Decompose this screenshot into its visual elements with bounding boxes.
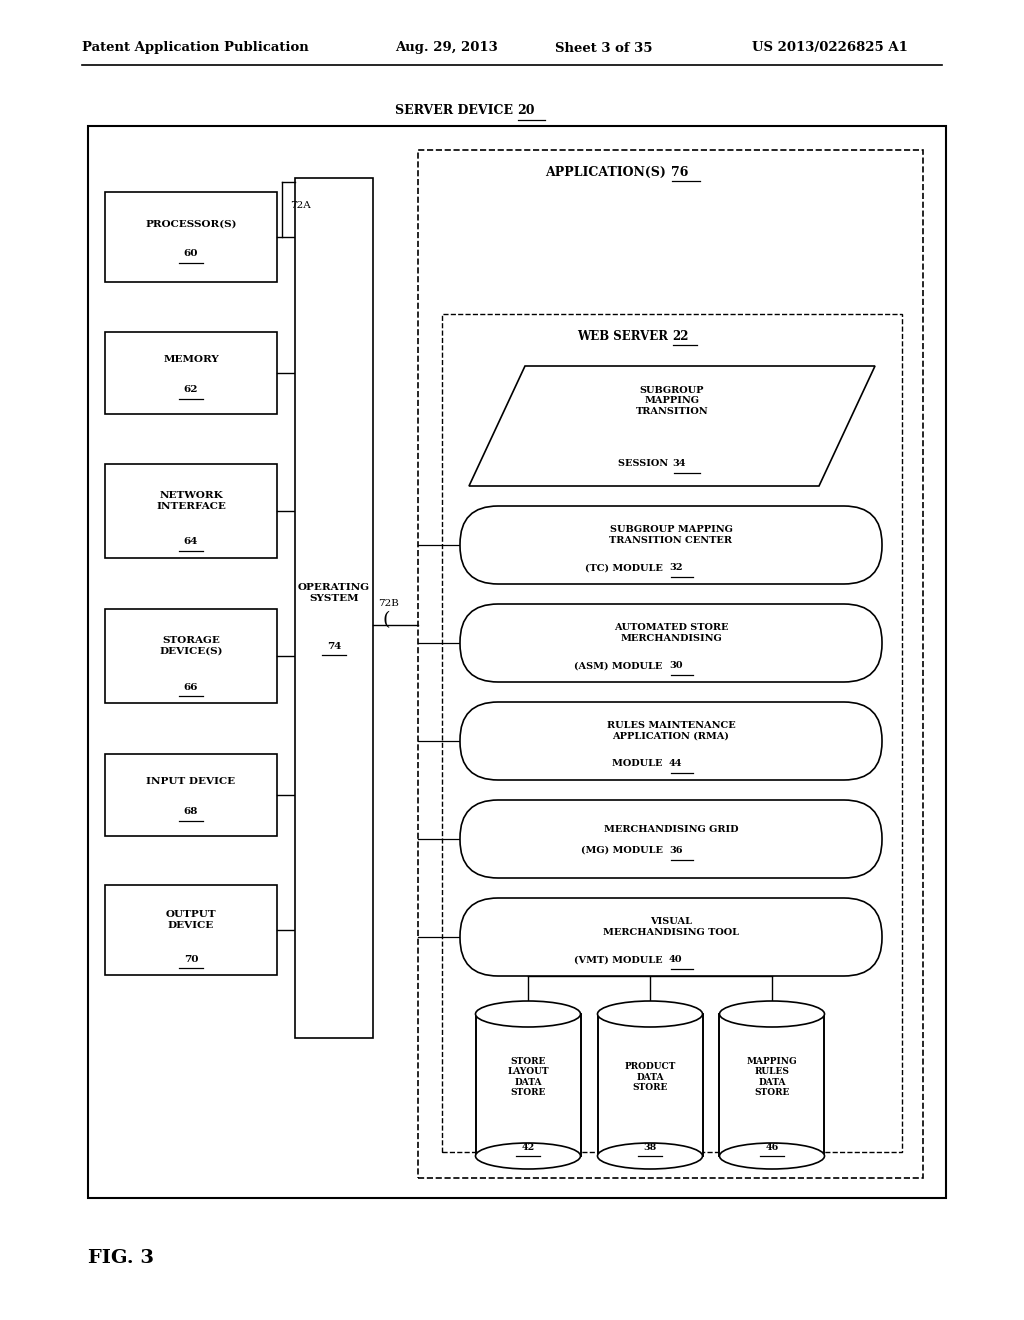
Text: 44: 44 — [669, 759, 683, 768]
Text: 60: 60 — [183, 249, 199, 259]
Text: 36: 36 — [669, 846, 683, 855]
Text: Patent Application Publication: Patent Application Publication — [82, 41, 309, 54]
Text: FIG. 3: FIG. 3 — [88, 1249, 154, 1267]
Text: SUBGROUP MAPPING
TRANSITION CENTER: SUBGROUP MAPPING TRANSITION CENTER — [609, 525, 732, 545]
Bar — [88, 125, 946, 1199]
Bar — [105, 884, 278, 975]
FancyBboxPatch shape — [460, 702, 882, 780]
Bar — [105, 465, 278, 558]
Bar — [720, 1014, 824, 1156]
Text: (MG) MODULE: (MG) MODULE — [581, 846, 666, 855]
Text: MEMORY: MEMORY — [163, 355, 219, 364]
Text: 42: 42 — [521, 1143, 535, 1151]
Text: 70: 70 — [183, 954, 199, 964]
Text: 64: 64 — [184, 537, 199, 546]
Bar — [475, 1014, 581, 1156]
Text: 40: 40 — [669, 956, 683, 965]
Text: PROCESSOR(S): PROCESSOR(S) — [145, 219, 237, 228]
Text: 34: 34 — [672, 459, 685, 469]
Ellipse shape — [720, 1143, 824, 1170]
Text: 76: 76 — [671, 165, 688, 178]
Text: US 2013/0226825 A1: US 2013/0226825 A1 — [752, 41, 908, 54]
Text: (VMT) MODULE: (VMT) MODULE — [574, 956, 666, 965]
FancyBboxPatch shape — [460, 898, 882, 975]
Text: (ASM) MODULE: (ASM) MODULE — [574, 661, 666, 671]
Text: OPERATING
SYSTEM: OPERATING SYSTEM — [298, 583, 370, 603]
Bar — [105, 191, 278, 282]
Ellipse shape — [720, 1001, 824, 1027]
Text: STORE
LAYOUT
DATA
STORE: STORE LAYOUT DATA STORE — [507, 1057, 549, 1097]
Text: (TC) MODULE: (TC) MODULE — [585, 564, 666, 573]
Ellipse shape — [475, 1001, 581, 1027]
Text: 30: 30 — [669, 661, 683, 671]
Text: 46: 46 — [765, 1143, 778, 1151]
Text: SUBGROUP
MAPPING
TRANSITION: SUBGROUP MAPPING TRANSITION — [636, 385, 709, 416]
Text: 62: 62 — [183, 385, 199, 395]
Text: 66: 66 — [183, 682, 199, 692]
Bar — [105, 333, 278, 414]
Bar — [105, 754, 278, 836]
Ellipse shape — [597, 1001, 702, 1027]
Text: OUTPUT
DEVICE: OUTPUT DEVICE — [166, 911, 216, 929]
Text: Aug. 29, 2013: Aug. 29, 2013 — [395, 41, 498, 54]
Text: NETWORK
INTERFACE: NETWORK INTERFACE — [156, 491, 226, 511]
Text: 72A: 72A — [290, 201, 310, 210]
Text: WEB SERVER: WEB SERVER — [577, 330, 672, 342]
Text: MODULE: MODULE — [612, 759, 666, 768]
Text: APPLICATION(S): APPLICATION(S) — [545, 165, 671, 178]
FancyBboxPatch shape — [460, 800, 882, 878]
FancyBboxPatch shape — [460, 605, 882, 682]
Polygon shape — [469, 366, 874, 486]
Text: VISUAL
MERCHANDISING TOOL: VISUAL MERCHANDISING TOOL — [603, 917, 739, 937]
Text: 68: 68 — [184, 808, 199, 817]
Text: RULES MAINTENANCE
APPLICATION (RMA): RULES MAINTENANCE APPLICATION (RMA) — [606, 721, 735, 741]
Text: STORAGE
DEVICE(S): STORAGE DEVICE(S) — [160, 636, 223, 656]
Text: PRODUCT
DATA
STORE: PRODUCT DATA STORE — [625, 1063, 676, 1092]
Text: 20: 20 — [517, 104, 535, 117]
Ellipse shape — [475, 1143, 581, 1170]
FancyBboxPatch shape — [460, 506, 882, 583]
Text: MAPPING
RULES
DATA
STORE: MAPPING RULES DATA STORE — [746, 1057, 798, 1097]
Text: SERVER DEVICE: SERVER DEVICE — [394, 104, 517, 117]
Text: Sheet 3 of 35: Sheet 3 of 35 — [555, 41, 652, 54]
Text: MERCHANDISING GRID: MERCHANDISING GRID — [604, 825, 738, 833]
Text: 74: 74 — [327, 642, 341, 651]
Bar — [105, 609, 278, 704]
Text: AUTOMATED STORE
MERCHANDISING: AUTOMATED STORE MERCHANDISING — [613, 623, 728, 643]
Text: (: ( — [382, 611, 389, 630]
Text: 22: 22 — [672, 330, 688, 342]
Text: INPUT DEVICE: INPUT DEVICE — [146, 777, 236, 787]
Bar — [597, 1014, 702, 1156]
Text: 72B: 72B — [378, 599, 399, 607]
Text: 32: 32 — [669, 564, 683, 573]
Bar — [295, 178, 373, 1038]
Bar — [418, 150, 923, 1177]
Text: 38: 38 — [643, 1143, 656, 1151]
Bar — [442, 314, 902, 1152]
Ellipse shape — [597, 1143, 702, 1170]
Text: SESSION: SESSION — [618, 459, 672, 469]
